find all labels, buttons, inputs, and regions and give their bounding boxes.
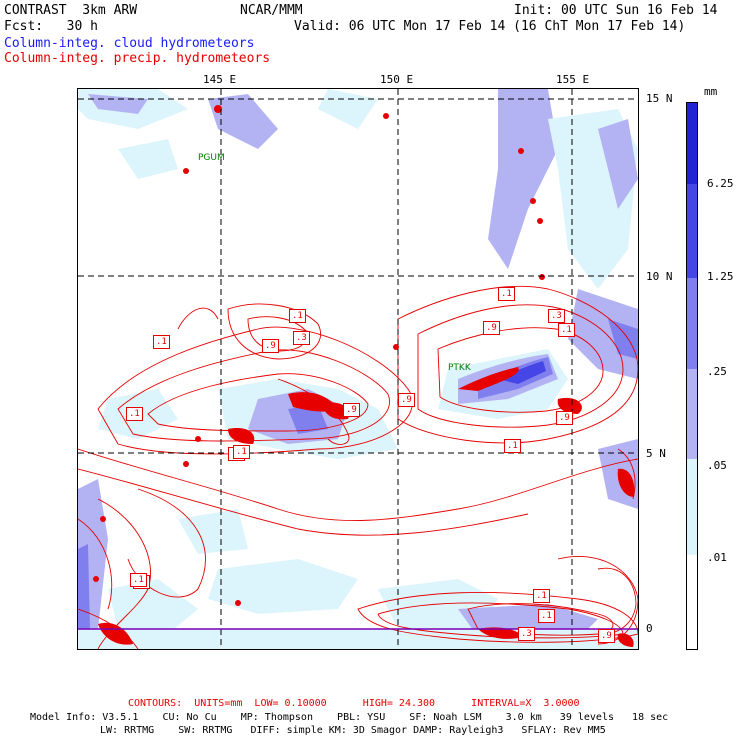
colorbar-label-6.25: 6.25 (707, 177, 734, 190)
contour-label: .1 (126, 407, 143, 421)
colorbar-unit: mm (704, 85, 718, 98)
latlon-grid (78, 89, 638, 649)
colorbar-label-0.25: .25 (707, 365, 727, 378)
colorbar-segment (687, 103, 697, 184)
colorbar (686, 102, 698, 650)
model-info-line1: Model Info: V3.5.1 CU: No Cu MP: Thompso… (30, 712, 669, 723)
contour-label: .3 (548, 309, 565, 323)
lon-label-145: 145 E (203, 73, 237, 86)
colorbar-segment (687, 184, 697, 278)
contour-label: .3 (293, 331, 310, 345)
lat-label-0: 0 (646, 622, 653, 635)
field-cloud-label: Column-integ. cloud hydrometeors (4, 36, 255, 51)
contour-label: .9 (483, 321, 500, 335)
contour-label: .9 (398, 393, 415, 407)
contour-label: .3 (518, 627, 535, 641)
colorbar-segment (687, 369, 697, 459)
contour-label: .1 (538, 609, 555, 623)
contour-label: .9 (598, 629, 615, 643)
contour-label: .9 (343, 403, 360, 417)
lon-label-155: 155 E (556, 73, 590, 86)
lon-label-150: 150 E (380, 73, 414, 86)
contour-label: .9 (262, 339, 279, 353)
contour-label: .1 (233, 445, 250, 459)
experiment-title: CONTRAST 3km ARW (4, 3, 138, 18)
precip-cores (93, 105, 635, 647)
institution-label: NCAR/MMM (240, 3, 303, 18)
field-precip-label: Column-integ. precip. hydrometeors (4, 51, 271, 66)
lat-label-10n: 10 N (646, 270, 673, 283)
map-plot: .1.1.3.9.1.9.3.1.9.9.1.9.1.1.1.1.9.3.1.1… (77, 88, 639, 650)
contour-label: .1 (498, 287, 515, 301)
contour-info: CONTOURS: UNITS=mm LOW= 0.10000 HIGH= 24… (128, 698, 580, 709)
colorbar-segment (687, 459, 697, 555)
contour-label: .1 (533, 589, 550, 603)
contour-label: .1 (504, 439, 521, 453)
colorbar-label-1.25: 1.25 (707, 270, 734, 283)
station-pgum: PGUM (198, 153, 225, 163)
colorbar-segment (687, 555, 697, 649)
model-info-line2: LW: RRTMG SW: RRTMG DIFF: simple KM: 3D … (100, 725, 606, 736)
forecast-hour: Fcst: 30 h (4, 19, 98, 34)
init-time: Init: 00 UTC Sun 16 Feb 14 (514, 3, 718, 18)
colorbar-segment (687, 278, 697, 369)
contour-label: .1 (558, 323, 575, 337)
valid-time: Valid: 06 UTC Mon 17 Feb 14 (16 ChT Mon … (294, 19, 686, 34)
contour-label: .9 (556, 411, 573, 425)
lat-label-5n: 5 N (646, 447, 666, 460)
contour-label: .1 (289, 309, 306, 323)
cloud-shading (78, 89, 638, 649)
contour-label: .1 (130, 573, 147, 587)
map-svg (78, 89, 638, 649)
colorbar-label-0.05: .05 (707, 459, 727, 472)
lat-label-15n: 15 N (646, 92, 673, 105)
station-ptkk: PTKK (448, 363, 471, 373)
colorbar-label-0.01: .01 (707, 551, 727, 564)
contour-label: .1 (153, 335, 170, 349)
